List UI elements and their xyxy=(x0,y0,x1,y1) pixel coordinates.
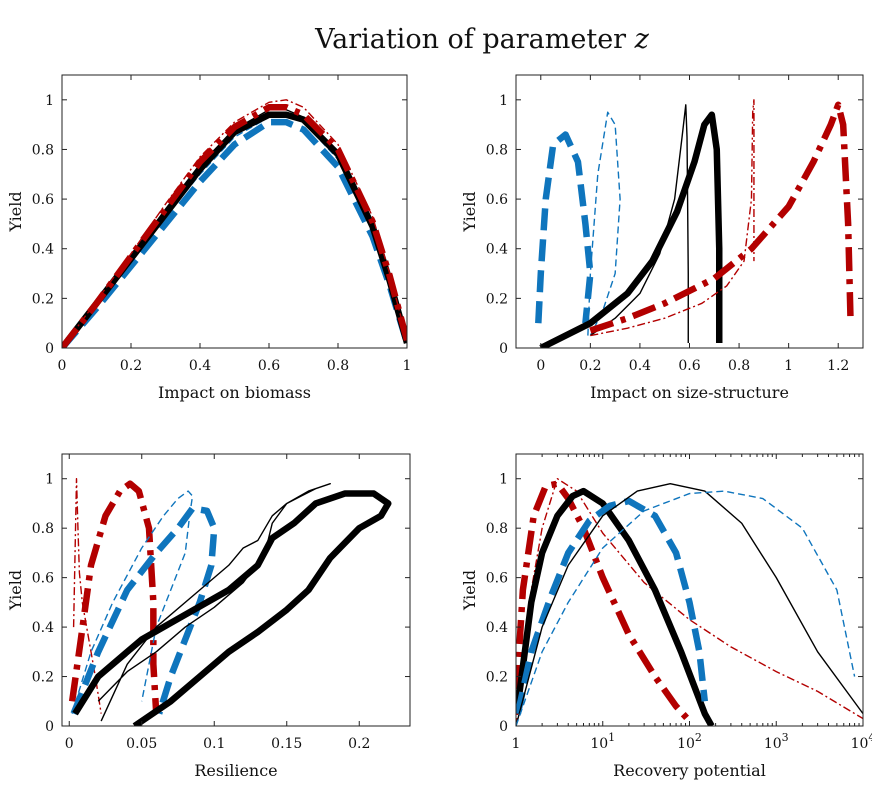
x-tick-label: 0.2 xyxy=(348,736,370,752)
series-group xyxy=(62,99,407,348)
y-tick-label: 0.4 xyxy=(486,620,508,636)
y-tick-label: 1 xyxy=(499,93,508,109)
series-line-blue-thick xyxy=(535,131,594,324)
y-tick-label: 1 xyxy=(499,472,508,488)
series-line-red-thin xyxy=(72,478,102,714)
x-tick-label: 102 xyxy=(677,731,702,752)
x-tick-label: 104 xyxy=(851,731,872,752)
y-tick-label: 0.4 xyxy=(32,620,54,636)
x-tick-label: 103 xyxy=(764,731,789,752)
x-tick-label: 101 xyxy=(590,731,615,752)
y-tick-label: 0.6 xyxy=(32,192,54,208)
x-axis-label: Recovery potential xyxy=(613,761,766,780)
series-line-black-thick xyxy=(516,487,715,726)
series-line-blue-thick xyxy=(70,505,218,715)
x-tick-label: 0.1 xyxy=(203,736,225,752)
x-tick-label: 0.2 xyxy=(579,358,601,374)
y-tick-label: 0 xyxy=(45,341,54,357)
y-tick-label: 0 xyxy=(499,719,508,735)
x-tick-label: 0.4 xyxy=(189,358,211,374)
y-tick-label: 0.2 xyxy=(32,291,54,307)
series-group xyxy=(516,478,863,726)
x-axis-label: Impact on biomass xyxy=(158,383,311,402)
series-line-black-thick xyxy=(72,490,392,726)
series-line-red-thick xyxy=(62,104,407,348)
axes-frame xyxy=(61,453,411,727)
x-axis-label: Resilience xyxy=(194,761,277,780)
x-tick-label: 0.05 xyxy=(126,736,157,752)
series-line-red-thin xyxy=(590,99,755,337)
y-tick-label: 0.2 xyxy=(32,670,54,686)
y-tick-label: 0 xyxy=(45,719,54,735)
y-tick-label: 0.6 xyxy=(486,571,508,587)
series-line-red-thin xyxy=(62,99,407,348)
y-tick-label: 0.8 xyxy=(32,521,54,537)
series-group xyxy=(535,99,854,348)
y-axis-label: Yield xyxy=(6,570,25,611)
y-tick-label: 1 xyxy=(45,472,54,488)
chart-recovery: 0 0.2 0.4 0.6 0.8 1 1 101 102 103 104 Recovery pote… xyxy=(460,453,872,780)
series-line-black-thin xyxy=(589,104,689,344)
x-tick-label: 1 xyxy=(403,358,412,374)
series-line-red-thin xyxy=(516,478,863,726)
x-tick-label: 0.2 xyxy=(120,358,142,374)
x-tick-label: 0.6 xyxy=(678,358,700,374)
axes-frame xyxy=(515,74,864,349)
y-tick-label: 0.8 xyxy=(32,142,54,158)
y-tick-label: 0.4 xyxy=(486,242,508,258)
x-tick-label: 0.15 xyxy=(271,736,302,752)
series-line-blue-thin xyxy=(62,114,407,348)
figure-title: Variation of parameter z xyxy=(314,24,650,55)
x-tick-label: 1.2 xyxy=(827,358,849,374)
y-tick-label: 0.8 xyxy=(486,142,508,158)
y-tick-label: 1 xyxy=(45,93,54,109)
y-tick-label: 0.8 xyxy=(486,521,508,537)
y-axis-label: Yield xyxy=(460,570,479,611)
x-tick-label: 0 xyxy=(65,736,74,752)
chart-resilience: 0 0.2 0.4 0.6 0.8 1 0 0.05 0.1 0.15 0.2 Resilience Y… xyxy=(6,453,411,780)
series-line-black-thin xyxy=(516,482,863,726)
series-line-black-thick xyxy=(62,111,407,348)
figure-title-text: Variation of parameter xyxy=(314,24,635,55)
x-tick-label: 0 xyxy=(536,358,545,374)
x-tick-label: 0.4 xyxy=(629,358,651,374)
chart-biomass: 0 0.2 0.4 0.6 0.8 1 0 0.2 0.4 0.6 0.8 1 Impact on bi… xyxy=(6,74,412,402)
figure-title-variable: z xyxy=(634,24,650,55)
series-line-black-thick xyxy=(539,111,723,348)
y-axis-label: Yield xyxy=(6,191,25,232)
series-line-red-thick xyxy=(68,480,160,714)
series-group xyxy=(68,478,392,726)
y-tick-label: 0.6 xyxy=(32,571,54,587)
axes-frame xyxy=(61,74,408,349)
series-line-black-thin xyxy=(97,482,331,722)
x-tick-label: 0.8 xyxy=(327,358,349,374)
x-tick-label: 0 xyxy=(58,358,67,374)
x-tick-label: 1 xyxy=(784,358,793,374)
x-axis-label: Impact on size-structure xyxy=(590,383,789,402)
series-line-blue-thin xyxy=(516,490,856,726)
y-tick-label: 0.4 xyxy=(32,242,54,258)
y-axis-label: Yield xyxy=(460,191,479,232)
series-line-blue-thick xyxy=(62,118,407,348)
y-tick-label: 0 xyxy=(499,341,508,357)
chart-size: 0 0.2 0.4 0.6 0.8 1 0 0.2 0.4 0.6 0.8 1 1.2 Impact on… xyxy=(460,74,864,402)
y-tick-label: 0.2 xyxy=(486,670,508,686)
series-line-red-thick xyxy=(516,480,692,724)
x-tick-label: 0.6 xyxy=(258,358,280,374)
series-line-blue-thin xyxy=(71,490,194,714)
y-tick-label: 0.6 xyxy=(486,192,508,208)
x-tick-label: 1 xyxy=(512,736,521,752)
x-tick-label: 0.8 xyxy=(728,358,750,374)
series-line-blue-thick xyxy=(516,497,709,715)
y-tick-label: 0.2 xyxy=(486,291,508,307)
